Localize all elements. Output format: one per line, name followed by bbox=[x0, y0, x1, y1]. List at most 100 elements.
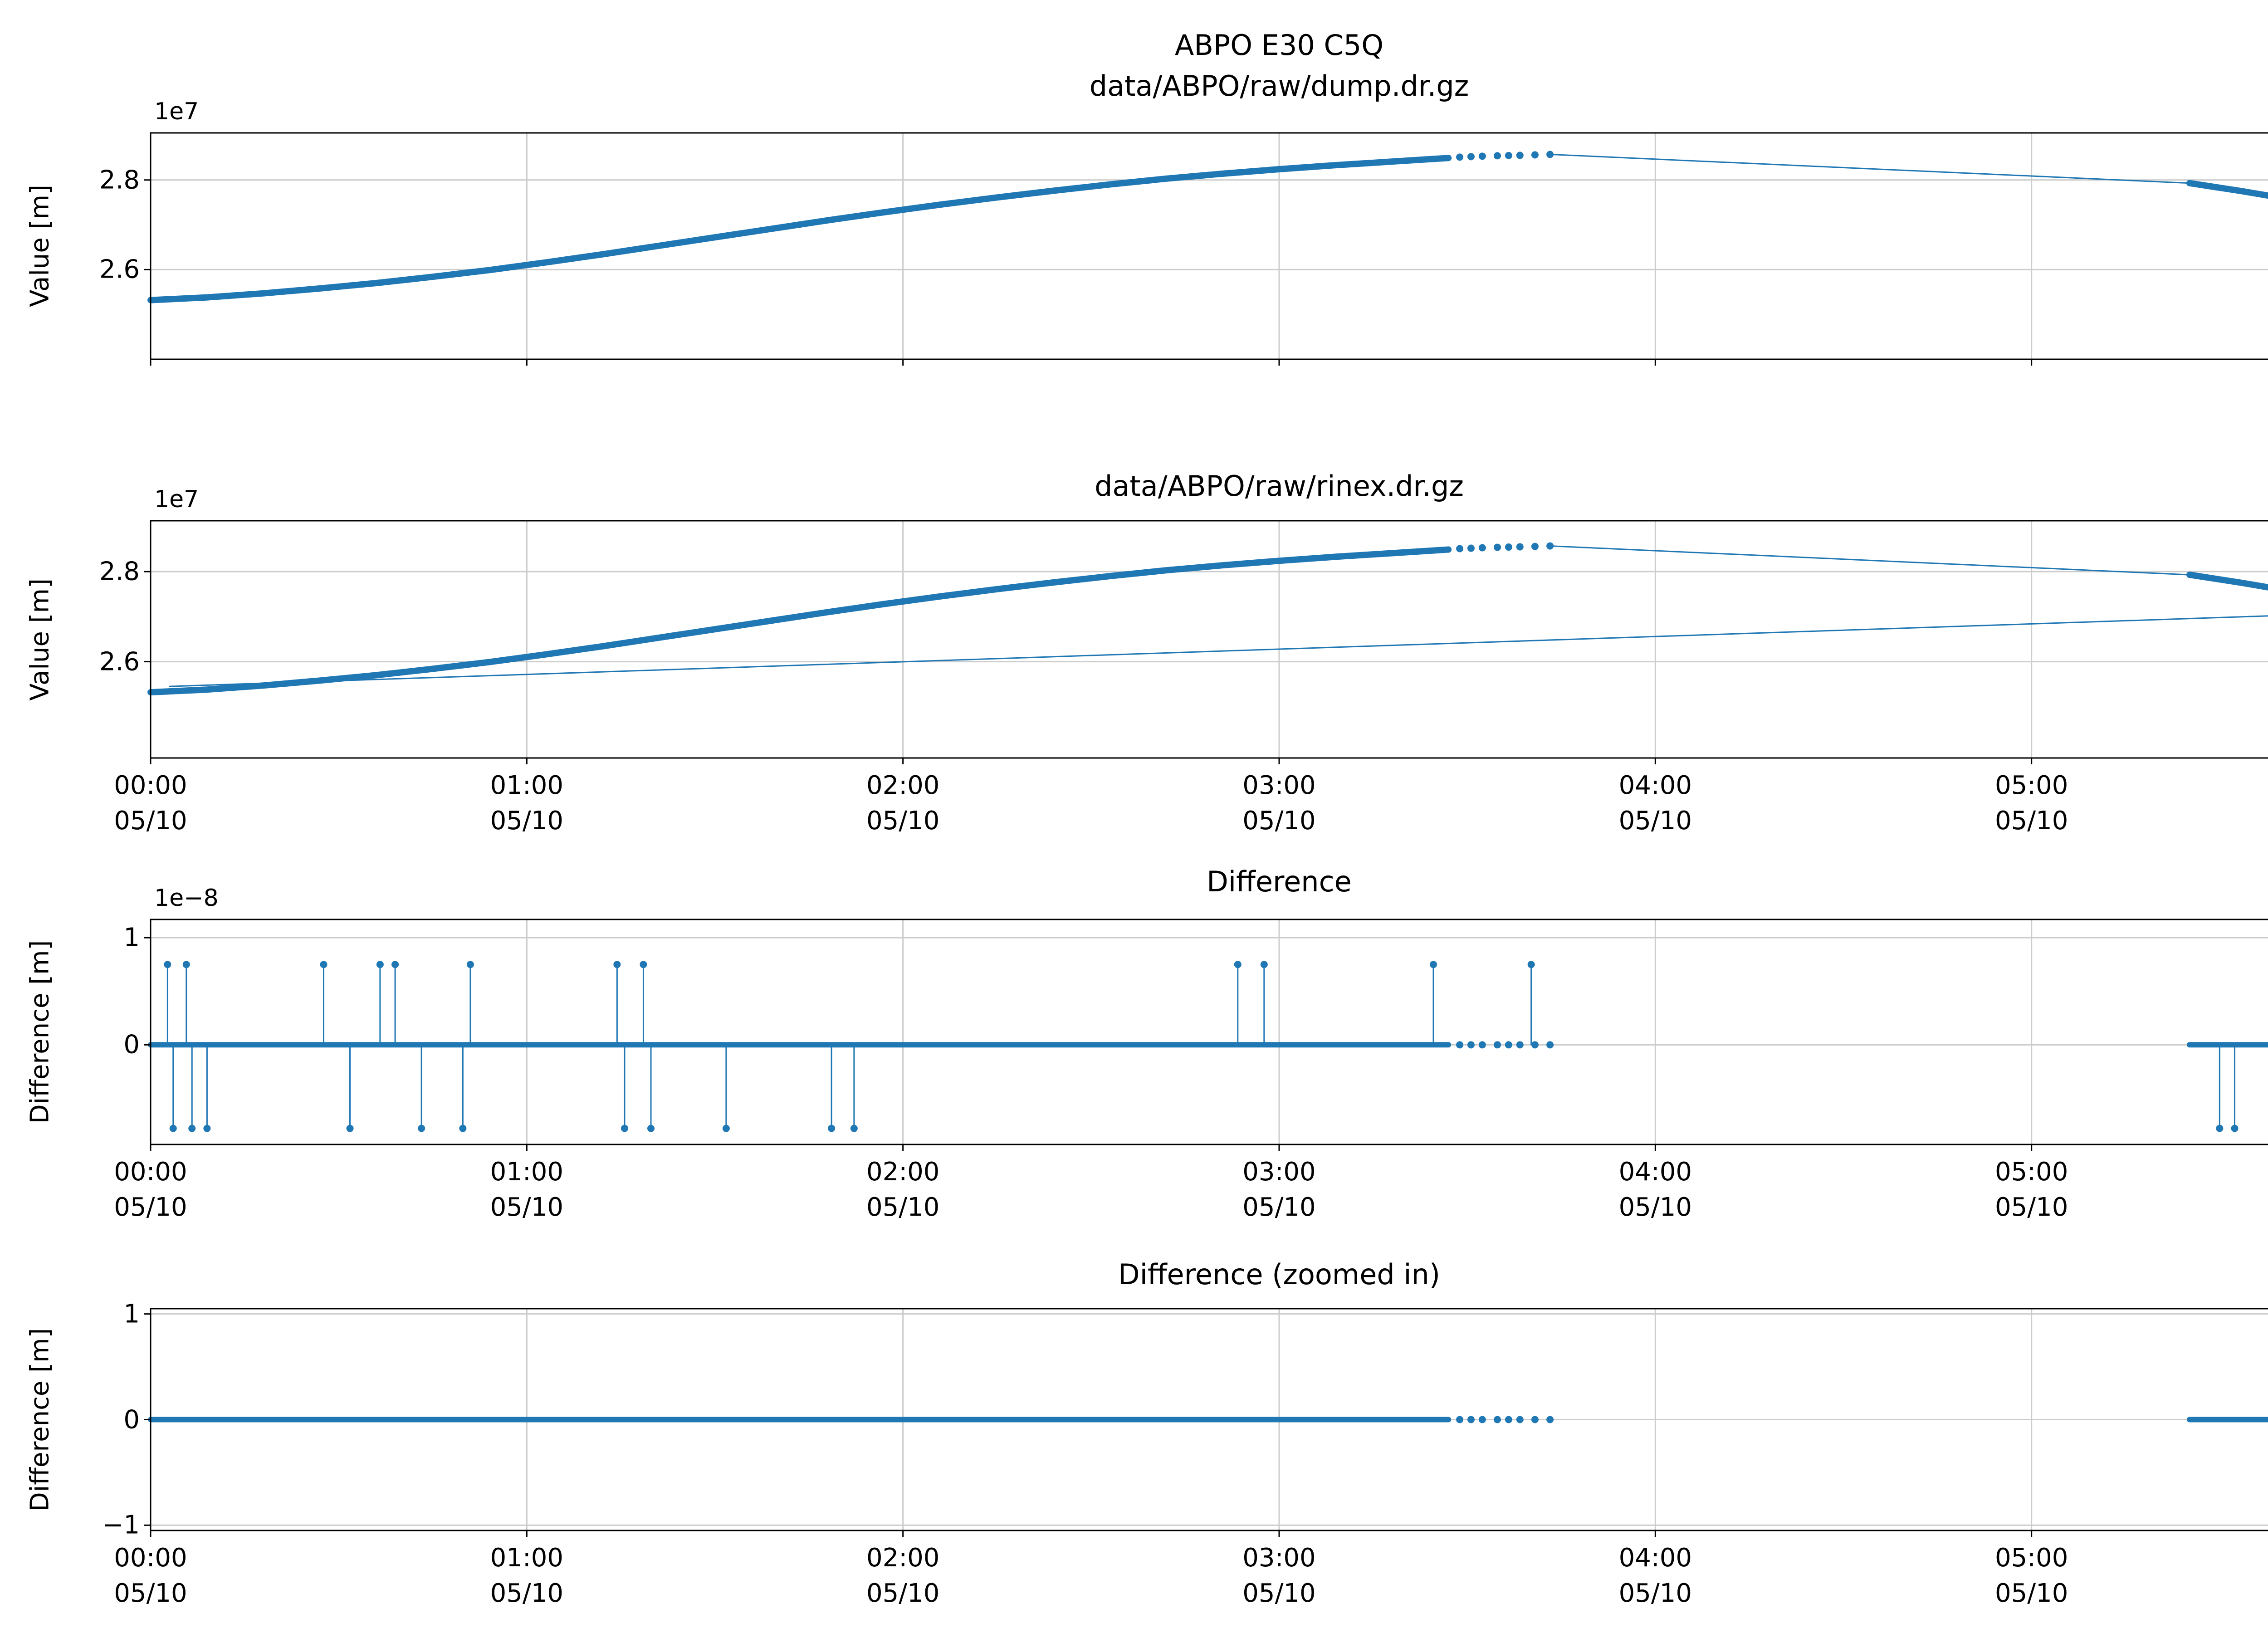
y-tick-label: 2.8 bbox=[99, 165, 140, 195]
x-tick-label: 03:00 05/10 bbox=[1242, 1157, 1316, 1222]
x-tick-label: 02:00 05/10 bbox=[866, 1543, 940, 1609]
plot2-axes: 2.6 2.8 00:00 05/10 01:00 05/10 02:00 05/10 0… bbox=[99, 520, 2268, 836]
data-point-marker bbox=[1467, 1041, 1475, 1049]
spike-marker bbox=[164, 961, 171, 968]
spike-marker bbox=[182, 961, 190, 968]
data-point-marker bbox=[1505, 1041, 1512, 1049]
spike-marker bbox=[459, 1125, 467, 1132]
plot3-title: Difference bbox=[1207, 865, 1352, 898]
spike-marker bbox=[188, 1125, 196, 1132]
x-tick-label: 01:00 05/10 bbox=[490, 1157, 564, 1222]
dump-tail-curve-line bbox=[2186, 180, 2268, 199]
plot3-y-offset-label: 1e−8 bbox=[154, 885, 219, 912]
x-tick-label: 00:00 05/10 bbox=[114, 1157, 187, 1222]
chart-canvas bbox=[144, 1308, 2268, 1537]
plot1-y-axis-label: Value [m] bbox=[25, 185, 55, 307]
x-tick-label: 03:00 05/10 bbox=[1242, 1543, 1316, 1609]
spike-marker bbox=[391, 961, 399, 968]
x-tick-label: 05:00 05/10 bbox=[1994, 771, 2068, 836]
data-point-marker bbox=[1494, 1041, 1501, 1049]
data-point-marker bbox=[1505, 152, 1512, 159]
data-point-marker bbox=[1456, 1041, 1464, 1049]
data-point-marker bbox=[1546, 1041, 1554, 1049]
data-point-marker bbox=[1546, 151, 1554, 158]
data-point-marker bbox=[1467, 1416, 1475, 1423]
y-tick-label: 2.6 bbox=[99, 254, 140, 284]
plot3-y-axis-label: Difference [m] bbox=[25, 940, 55, 1124]
rinex-main-curve-line bbox=[147, 546, 1452, 696]
x-tick-label: 05:00 05/10 bbox=[1994, 1543, 2068, 1609]
spike-marker bbox=[828, 1125, 836, 1132]
spike-marker bbox=[1260, 961, 1268, 968]
chart-canvas bbox=[144, 520, 2268, 764]
spike-marker bbox=[722, 1125, 730, 1132]
dump-main-curve-line bbox=[147, 155, 1452, 303]
data-point-marker bbox=[1531, 1416, 1539, 1423]
data-point-marker bbox=[1546, 1416, 1554, 1423]
y-tick-label: −1 bbox=[102, 1510, 140, 1540]
x-tick-label: 04:00 05/10 bbox=[1618, 771, 1692, 836]
axes-border bbox=[150, 919, 2268, 1145]
data-point-marker bbox=[1478, 544, 1486, 552]
data-point-marker bbox=[1516, 152, 1524, 159]
data-point-marker bbox=[1516, 1416, 1524, 1423]
x-tick-label: 05:00 05/10 bbox=[1994, 1157, 2068, 1222]
plot1-axes: 2.6 2.8 bbox=[99, 132, 2268, 366]
plot2-title: data/ABPO/raw/rinex.dr.gz bbox=[1095, 469, 1464, 503]
spike-marker bbox=[640, 961, 647, 968]
plot2-y-axis-label: Value [m] bbox=[25, 578, 55, 701]
data-point-marker bbox=[1531, 1041, 1539, 1049]
x-tick-label: 00:00 05/10 bbox=[114, 771, 187, 836]
plot1-title: ABPO E30 C5Q bbox=[1174, 29, 1384, 62]
rinex-thin-connector-line bbox=[1549, 545, 2190, 576]
axes-border bbox=[150, 132, 2268, 360]
y-tick-label: 0 bbox=[123, 1030, 140, 1060]
spike-marker bbox=[203, 1125, 211, 1132]
rinex-thin-crossline-line bbox=[169, 615, 2268, 687]
spike-marker bbox=[418, 1125, 425, 1132]
data-point-marker bbox=[1531, 151, 1539, 159]
plot1-subtitle: data/ABPO/raw/dump.dr.gz bbox=[1089, 69, 1469, 103]
data-point-marker bbox=[1546, 542, 1554, 550]
plot4-title: Difference (zoomed in) bbox=[1118, 1258, 1441, 1291]
plot4-y-axis-label: Difference [m] bbox=[25, 1328, 55, 1512]
data-point-marker bbox=[1531, 543, 1539, 550]
data-point-marker bbox=[1478, 152, 1486, 160]
data-point-marker bbox=[1478, 1416, 1486, 1423]
spike-marker bbox=[466, 961, 474, 968]
data-point-marker bbox=[1467, 544, 1475, 552]
data-point-marker bbox=[1516, 1041, 1524, 1049]
spike-marker bbox=[169, 1125, 177, 1132]
spike-marker bbox=[376, 961, 384, 968]
plot1-y-offset-label: 1e7 bbox=[154, 98, 199, 125]
data-point-marker bbox=[1456, 545, 1464, 552]
x-tick-label: 04:00 05/10 bbox=[1618, 1157, 1692, 1222]
y-tick-label: 2.8 bbox=[99, 557, 140, 587]
rinex-tail-curve-line bbox=[2186, 572, 2268, 591]
x-tick-label: 04:00 05/10 bbox=[1618, 1543, 1692, 1609]
x-tick-label: 03:00 05/10 bbox=[1242, 771, 1316, 836]
y-tick-label: 1 bbox=[123, 1299, 140, 1329]
y-tick-label: 2.6 bbox=[99, 647, 140, 677]
plot2-y-offset-label: 1e7 bbox=[154, 486, 199, 513]
y-tick-label: 0 bbox=[123, 1405, 140, 1434]
spike-marker bbox=[850, 1125, 858, 1132]
spike-marker bbox=[1234, 961, 1242, 968]
chart-canvas bbox=[144, 919, 2268, 1151]
spike-marker bbox=[2216, 1125, 2224, 1132]
x-tick-label: 02:00 05/10 bbox=[866, 1157, 940, 1222]
spike-marker bbox=[320, 961, 327, 968]
chart-canvas bbox=[144, 132, 2268, 366]
x-tick-label: 01:00 05/10 bbox=[490, 771, 564, 836]
x-tick-label: 02:00 05/10 bbox=[866, 771, 940, 836]
data-point-marker bbox=[1505, 1416, 1512, 1423]
spike-marker bbox=[621, 1125, 628, 1132]
data-point-marker bbox=[1467, 153, 1475, 161]
x-tick-label: 00:00 05/10 bbox=[114, 1543, 187, 1609]
data-point-marker bbox=[1494, 152, 1501, 160]
data-point-marker bbox=[1456, 153, 1464, 161]
data-point-marker bbox=[1456, 1416, 1464, 1423]
spike-marker bbox=[346, 1125, 354, 1132]
spike-marker bbox=[1430, 961, 1437, 968]
